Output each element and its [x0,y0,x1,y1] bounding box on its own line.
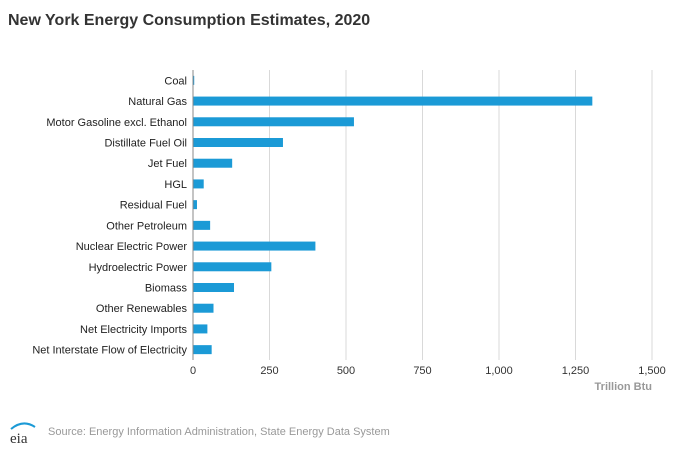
grid-lines [269,70,653,360]
tick-labels: 0 250 500 750 1,000 1,250 1,500 [190,365,666,377]
category-label: Distillate Fuel Oil [104,138,187,150]
bar [193,220,211,230]
bar [193,241,316,251]
category-label: Coal [164,75,187,87]
category-label: Net Interstate Flow of Electricity [32,345,187,357]
bar [193,200,197,210]
eia-logo-icon: eia [10,422,36,445]
category-label: Other Renewables [96,303,188,315]
bar [193,96,593,106]
bar [193,262,272,272]
category-label: Biomass [145,283,188,295]
bar [193,179,204,189]
bar [193,138,283,147]
x-tick-label: 500 [337,365,355,377]
category-label: Hydroelectric Power [89,262,188,274]
x-tick-label: 250 [260,365,278,377]
bar [193,345,212,355]
bar [193,158,233,168]
eia-logo-text: eia [10,431,28,445]
category-labels: Coal Natural Gas Motor Gasoline excl. Etha… [32,75,187,356]
bar [193,303,214,313]
category-label: Residual Fuel [120,200,187,212]
bar [193,117,354,127]
category-label: Other Petroleum [106,220,187,232]
bar [193,75,195,85]
category-label: Jet Fuel [148,158,187,170]
category-label: Motor Gasoline excl. Ethanol [46,117,187,129]
category-label: HGL [164,179,187,191]
category-label: Nuclear Electric Power [76,241,188,253]
eia-logo: eia [8,419,38,445]
bar [193,283,235,292]
x-axis-unit-label: Trillion Btu [595,381,652,393]
bar [193,324,208,334]
category-label: Natural Gas [128,96,187,108]
category-label: Net Electricity Imports [80,324,187,336]
x-tick-label: 1,500 [638,365,666,377]
x-tick-label: 0 [190,365,196,377]
footer: eia Source: Energy Information Administr… [8,418,390,446]
x-tick-label: 1,000 [485,365,513,377]
x-tick-label: 750 [413,365,431,377]
bars [193,75,593,355]
source-text: Source: Energy Information Administratio… [48,426,390,438]
x-tick-label: 1,250 [562,365,590,377]
chart-title: New York Energy Consumption Estimates, 2… [8,12,371,29]
